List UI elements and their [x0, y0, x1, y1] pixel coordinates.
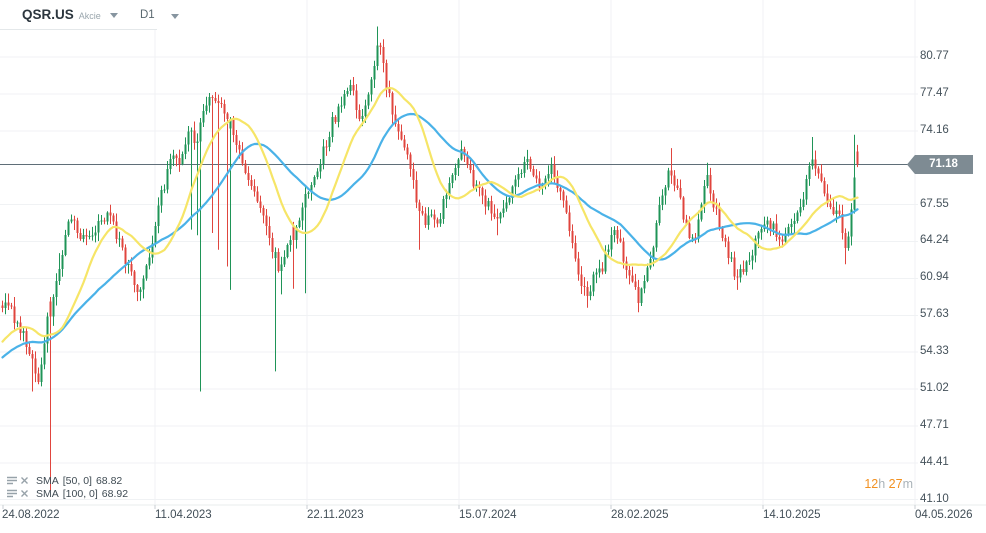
indicator-settings-icon[interactable] — [7, 476, 17, 485]
x-axis-label: 14.10.2025 — [763, 509, 821, 521]
y-axis-label: 44.41 — [920, 455, 949, 468]
y-axis-label: 47.71 — [920, 418, 949, 431]
symbol-type-label: Akcie — [78, 11, 101, 21]
timeframe-selector[interactable]: D1 — [140, 0, 179, 30]
x-axis-label: 15.07.2024 — [459, 509, 517, 521]
x-axis-label: 11.04.2023 — [155, 509, 212, 521]
x-axis-label: 04.05.2026 — [915, 509, 973, 521]
y-axis-label: 74.16 — [920, 123, 949, 136]
y-axis-label: 41.10 — [920, 492, 949, 505]
last-price-value: 71.18 — [929, 158, 958, 170]
indicator-value: 68.92 — [101, 487, 129, 500]
timeframe-label: D1 — [140, 9, 155, 21]
symbol-name: QSR.US — [22, 7, 74, 22]
indicator-value: 68.82 — [95, 474, 123, 487]
sma-50-line — [1, 86, 859, 343]
symbol-selector[interactable]: QSR.US Akcie — [0, 0, 157, 30]
indicator-params: [100, 0] — [62, 487, 98, 500]
y-axis-label: 64.24 — [920, 234, 949, 247]
chevron-down-icon — [170, 13, 179, 19]
chevron-down-icon — [109, 13, 118, 18]
y-axis-label: 80.77 — [920, 50, 949, 62]
y-axis-label: 60.94 — [920, 271, 949, 284]
countdown-minutes: 27 — [888, 477, 903, 491]
countdown-hours: 12 — [864, 477, 879, 491]
y-axis-label: 77.47 — [920, 86, 949, 99]
indicator-row: SMA [100, 0] 68.92 — [7, 487, 132, 500]
indicator-params: [50, 0] — [62, 474, 92, 487]
indicator-legend: SMA [50, 0] 68.82 SMA [100, 0] 68.92 — [7, 474, 132, 500]
candle-countdown-timer: 12h 27m — [864, 477, 913, 491]
x-axis-label: 22.11.2023 — [307, 509, 364, 521]
x-axis-label: 28.02.2025 — [611, 509, 669, 521]
y-axis-label: 51.02 — [920, 382, 949, 395]
indicator-settings-icon[interactable] — [7, 489, 17, 498]
indicator-remove-icon[interactable] — [20, 476, 29, 485]
indicator-name: SMA — [36, 474, 59, 487]
indicator-remove-icon[interactable] — [20, 489, 29, 498]
indicator-row: SMA [50, 0] 68.82 — [7, 474, 132, 487]
x-axis-label: 24.08.2022 — [2, 509, 60, 521]
y-axis-label: 67.55 — [920, 197, 949, 210]
y-axis-label: 54.33 — [920, 345, 949, 358]
y-axis-label: 57.63 — [920, 308, 949, 321]
indicator-name: SMA — [36, 487, 59, 500]
last-price-badge: 71.18 — [907, 155, 973, 174]
